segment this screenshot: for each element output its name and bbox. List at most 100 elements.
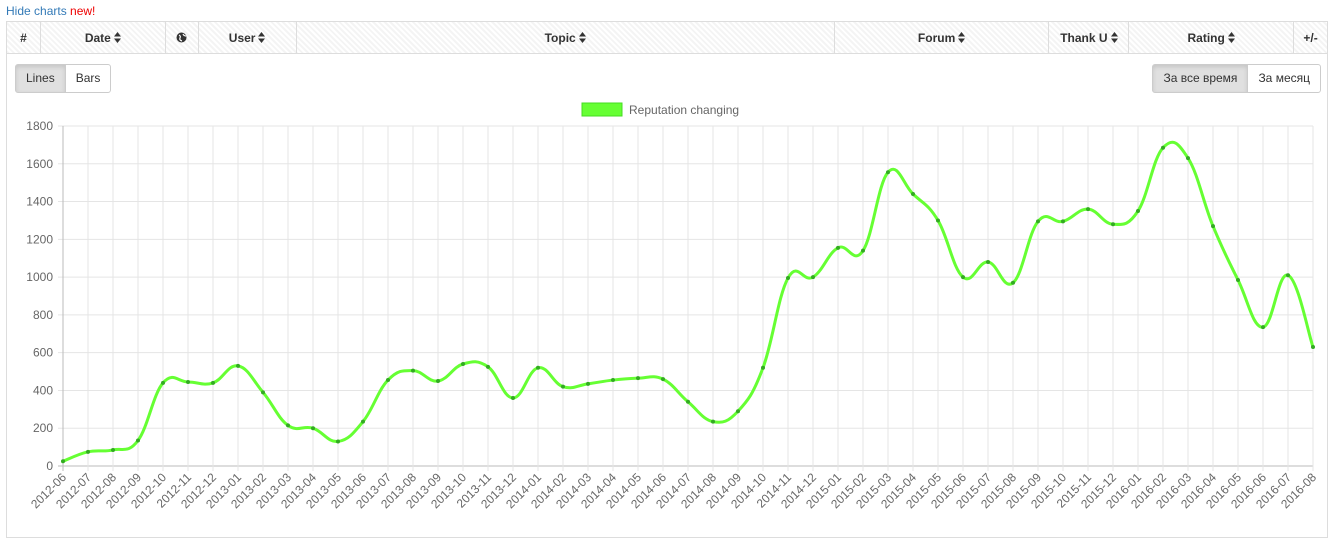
data-point [1086,207,1090,212]
data-point [836,245,840,250]
y-tick-label: 200 [33,421,53,435]
sort-icon [1227,32,1235,43]
data-point [1236,277,1240,282]
data-point [486,364,490,369]
column-header[interactable]: User [199,22,297,53]
sort-icon [1110,32,1118,43]
column-label: Topic [544,30,576,45]
data-point [1211,224,1215,229]
data-point [886,170,890,175]
column-header: # [7,22,41,53]
column-label: Thank U [1060,30,1108,45]
data-point [1311,345,1315,349]
data-point [1261,325,1265,330]
data-point [161,380,165,385]
data-point [711,419,715,424]
data-point [761,365,765,370]
data-point [261,390,265,395]
data-point [611,378,615,383]
data-point [61,459,65,464]
data-point [136,438,140,443]
data-point [786,276,790,281]
data-point [961,275,965,280]
sort-icon [113,32,121,43]
column-label: User [228,30,256,45]
legend-label: Reputation changing [629,103,739,117]
data-point [411,368,415,373]
column-label: Rating [1187,30,1225,45]
data-point [936,218,940,223]
column-label: # [20,30,27,45]
data-point [111,447,115,452]
hide-charts-link[interactable]: Hide charts [6,4,67,18]
column-header[interactable]: Rating [1129,22,1295,53]
data-point [1161,145,1165,150]
data-point [186,379,190,384]
y-tick-label: 800 [33,308,53,322]
chart: Reputation changing 0 200 400 600 800 1000 1200… [26,102,1319,511]
data-point [511,396,515,400]
sort-icon [258,32,266,43]
column-header: +/- [1294,22,1327,53]
y-tick-label: 1800 [26,119,53,133]
data-point [1136,209,1140,213]
data-point [236,363,240,368]
month-button[interactable]: За месяц [1247,64,1321,93]
data-point [436,379,440,383]
column-header [166,22,199,53]
data-point [736,409,740,414]
table-header: # Date User Topic Forum Thank U Rating +… [6,21,1328,54]
globe-icon [176,32,187,43]
data-point [386,378,390,383]
data-point [986,260,990,264]
column-label: Forum [917,30,956,45]
y-tick-label: 1400 [26,195,53,209]
chart-panel [6,54,1328,538]
column-label: Date [84,30,111,45]
lines-button[interactable]: Lines [15,64,66,93]
column-header[interactable]: Date [41,22,166,53]
data-point [911,192,915,196]
data-point [561,384,565,389]
sort-icon [958,32,966,43]
bars-button[interactable]: Bars [64,64,112,93]
data-point [461,362,465,366]
data-point [1111,222,1115,227]
data-point [1186,156,1190,161]
top-bar: Hide charts new! [6,4,95,18]
data-point [861,248,865,253]
y-tick-label: 1600 [26,157,53,171]
data-point [1061,219,1065,224]
data-point [536,365,540,370]
data-point [1036,219,1040,224]
data-point [86,449,90,454]
chart-type-buttons: Lines Bars [15,64,112,93]
column-header[interactable]: Topic [297,22,835,53]
data-point [636,376,640,381]
y-tick-label: 1000 [26,270,53,284]
data-point [586,381,590,386]
data-point [686,399,690,404]
data-point [311,426,315,431]
data-point [661,377,665,382]
data-point [286,423,290,428]
y-tick-label: 0 [46,459,53,473]
data-point [1286,273,1290,278]
y-tick-label: 400 [33,383,53,397]
sort-icon [578,32,586,43]
y-tick-label: 1200 [26,232,53,246]
column-label: +/- [1303,30,1318,45]
column-header[interactable]: Forum [835,22,1050,53]
legend-swatch [581,102,623,117]
data-point [211,380,215,385]
data-point [336,439,340,444]
data-point [811,275,815,280]
data-point [1011,280,1015,285]
data-point [361,419,365,424]
y-tick-label: 600 [33,346,53,360]
all-time-button[interactable]: За все время [1152,64,1249,93]
period-buttons: За все время За месяц [1152,64,1321,93]
column-header[interactable]: Thank U [1049,22,1130,53]
new-badge: new! [70,4,96,18]
